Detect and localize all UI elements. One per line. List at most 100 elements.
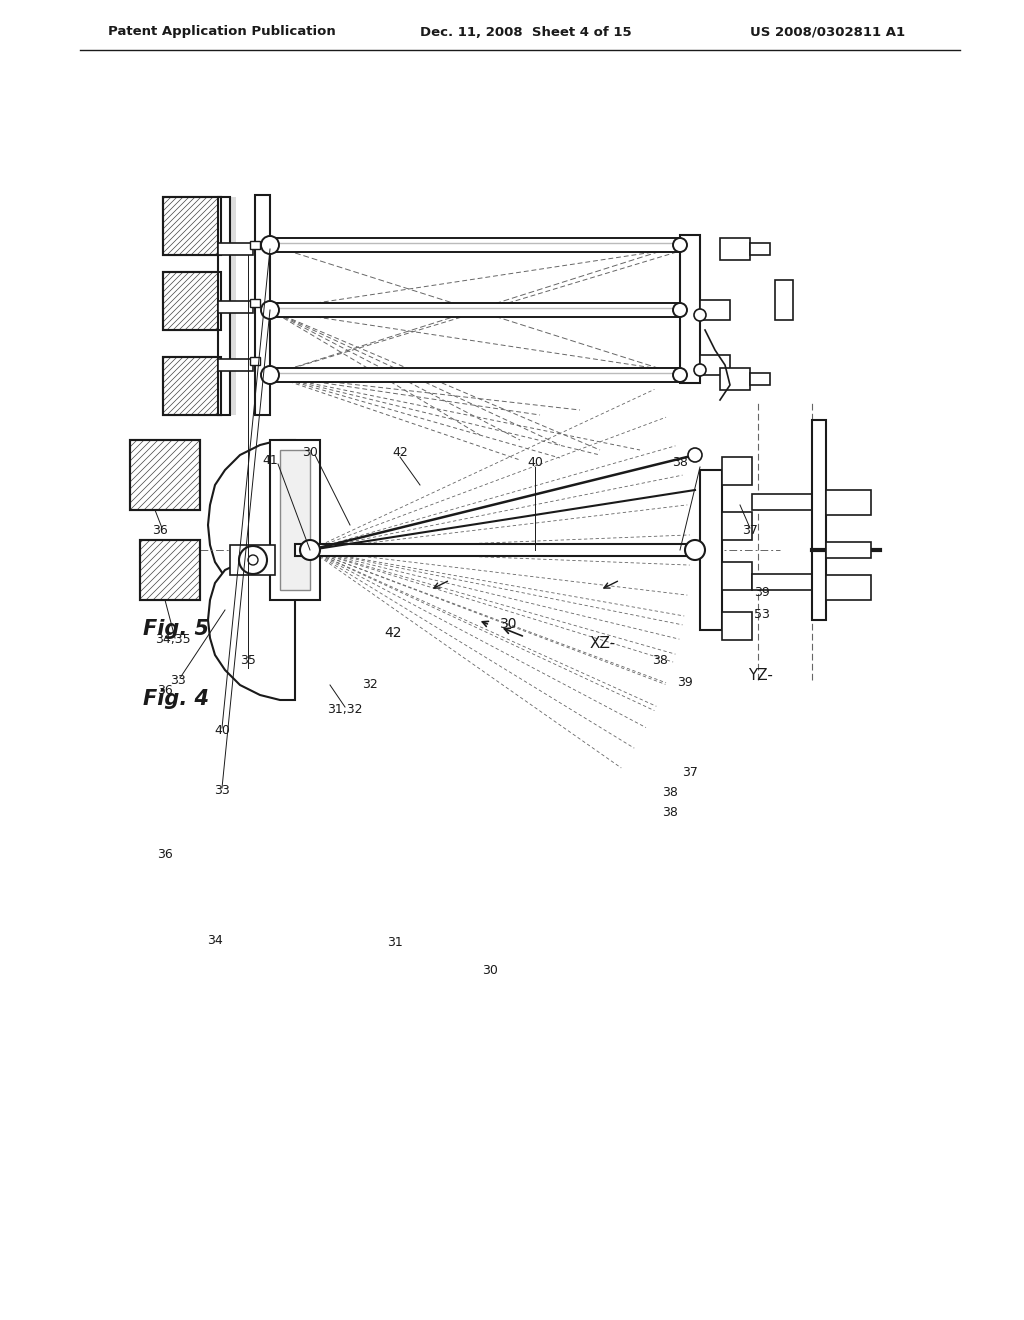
Bar (140, 540, 200, 601)
Text: 38: 38 (672, 455, 688, 469)
Bar (775, 280, 793, 319)
Text: 33: 33 (214, 784, 229, 796)
Text: 39: 39 (677, 676, 693, 689)
Text: 40: 40 (527, 455, 543, 469)
Bar (826, 490, 871, 515)
Bar (163, 197, 221, 255)
Bar (140, 540, 200, 601)
Text: Dec. 11, 2008  Sheet 4 of 15: Dec. 11, 2008 Sheet 4 of 15 (420, 25, 632, 38)
Text: Fig. 5: Fig. 5 (143, 619, 209, 639)
Bar (163, 272, 221, 330)
Bar (163, 272, 221, 330)
Text: 32: 32 (362, 678, 378, 692)
Circle shape (694, 364, 706, 376)
Bar (722, 457, 752, 484)
Circle shape (248, 554, 258, 565)
Text: 37: 37 (742, 524, 758, 536)
Text: 38: 38 (663, 785, 678, 799)
Circle shape (673, 304, 687, 317)
Text: Fig. 4: Fig. 4 (143, 689, 209, 709)
Bar (812, 420, 826, 620)
Bar (163, 356, 221, 414)
Text: 30: 30 (482, 964, 498, 977)
Text: 38: 38 (663, 807, 678, 820)
Bar (250, 242, 260, 249)
Bar (130, 440, 200, 510)
Bar (750, 374, 770, 385)
Text: 37: 37 (682, 766, 698, 779)
Bar (700, 300, 730, 319)
Bar (255, 304, 680, 317)
Bar (228, 197, 236, 414)
Bar (722, 512, 752, 540)
Circle shape (261, 236, 279, 253)
Circle shape (239, 546, 267, 574)
Text: 53: 53 (754, 609, 770, 622)
Bar (218, 301, 253, 313)
Bar (826, 543, 871, 558)
Bar (295, 544, 700, 556)
Bar (250, 356, 260, 366)
Text: 34: 34 (207, 933, 223, 946)
Bar (130, 440, 200, 510)
Bar (218, 197, 230, 414)
Text: 41: 41 (262, 454, 278, 466)
Polygon shape (208, 562, 295, 700)
Bar (752, 574, 812, 590)
Text: 36: 36 (153, 524, 168, 536)
Text: 39: 39 (754, 586, 770, 598)
Text: 30: 30 (302, 446, 317, 458)
Circle shape (673, 238, 687, 252)
Text: YZ-: YZ- (748, 668, 773, 682)
Circle shape (685, 540, 705, 560)
Bar (722, 562, 752, 590)
Bar (270, 440, 319, 601)
Bar (720, 368, 750, 389)
Text: US 2008/0302811 A1: US 2008/0302811 A1 (750, 25, 905, 38)
Bar (218, 243, 253, 255)
Bar (163, 356, 221, 414)
Bar (700, 355, 730, 375)
Bar (680, 235, 700, 383)
Bar (163, 356, 221, 414)
Bar (255, 238, 680, 252)
Bar (750, 243, 770, 255)
Bar (130, 440, 200, 510)
Text: 31,32: 31,32 (328, 704, 362, 717)
Text: 34,35: 34,35 (156, 634, 190, 647)
Bar (163, 272, 221, 330)
Circle shape (688, 447, 702, 462)
Text: 35: 35 (240, 653, 256, 667)
Circle shape (673, 368, 687, 381)
Bar (140, 540, 200, 601)
Bar (280, 450, 310, 590)
Circle shape (300, 540, 319, 560)
Circle shape (694, 309, 706, 321)
Text: 40: 40 (214, 723, 230, 737)
Text: Patent Application Publication: Patent Application Publication (108, 25, 336, 38)
Bar (230, 545, 275, 576)
Bar (255, 368, 680, 381)
Bar (826, 576, 871, 601)
Text: 33: 33 (170, 673, 186, 686)
Bar (722, 612, 752, 640)
Text: 42: 42 (392, 446, 408, 458)
Bar (700, 470, 722, 630)
Text: 30: 30 (500, 616, 517, 631)
Bar (752, 494, 812, 510)
Bar (720, 238, 750, 260)
Text: 31: 31 (387, 936, 402, 949)
Bar (163, 197, 221, 255)
Text: 42: 42 (384, 626, 401, 640)
Polygon shape (208, 440, 295, 601)
Circle shape (261, 366, 279, 384)
Bar (255, 195, 270, 414)
Text: XZ-: XZ- (590, 636, 616, 651)
Circle shape (261, 301, 279, 319)
Bar (218, 359, 253, 371)
Bar (163, 197, 221, 255)
Text: 38: 38 (652, 653, 668, 667)
Text: 36: 36 (157, 684, 173, 697)
Text: 36: 36 (157, 849, 173, 862)
Bar (250, 300, 260, 308)
